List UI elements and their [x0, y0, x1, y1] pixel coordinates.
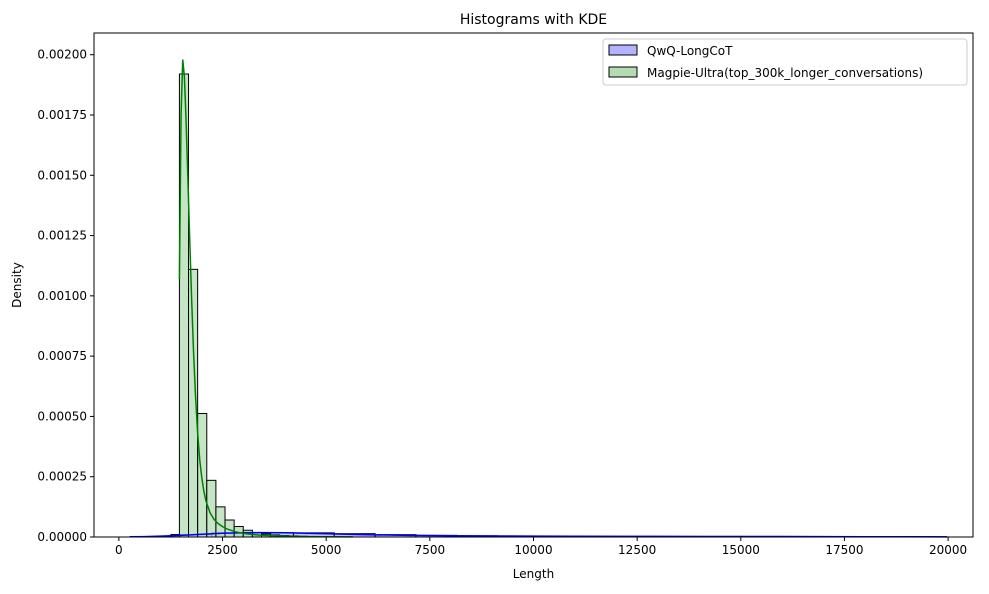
y-tick-label: 0.00100: [37, 289, 87, 303]
y-tick-label: 0.00000: [37, 530, 87, 544]
y-axis-label: Density: [10, 262, 24, 308]
y-tick-label: 0.00025: [37, 470, 87, 484]
y-tick-label: 0.00075: [37, 349, 87, 363]
y-tick-label: 0.00200: [37, 48, 87, 62]
y-tick-label: 0.00175: [37, 108, 87, 122]
legend-label-magpie-ultra: Magpie-Ultra(top_300k_longer_conversatio…: [647, 66, 923, 80]
x-tick-label: 12500: [618, 543, 656, 557]
x-tick-label: 7500: [415, 543, 446, 557]
legend-label-qwq-longcot: QwQ-LongCoT: [647, 44, 733, 58]
x-tick-label: 15000: [722, 543, 760, 557]
x-tick-label: 0: [115, 543, 123, 557]
chart-title: Histograms with KDE: [460, 12, 607, 28]
legend: QwQ-LongCoT Magpie-Ultra(top_300k_longer…: [603, 39, 967, 85]
x-tick-label: 20000: [929, 543, 967, 557]
x-axis-label: Length: [513, 567, 554, 581]
y-tick-label: 0.00050: [37, 409, 87, 423]
x-tick-label: 2500: [207, 543, 238, 557]
x-tick-label: 5000: [311, 543, 342, 557]
legend-swatch-magpie-ultra: [609, 67, 637, 77]
x-tick-label: 10000: [514, 543, 552, 557]
legend-swatch-qwq-longcot: [609, 45, 637, 55]
x-tick-label: 17500: [825, 543, 863, 557]
y-tick-label: 0.00150: [37, 168, 87, 182]
y-tick-label: 0.00125: [37, 229, 87, 243]
